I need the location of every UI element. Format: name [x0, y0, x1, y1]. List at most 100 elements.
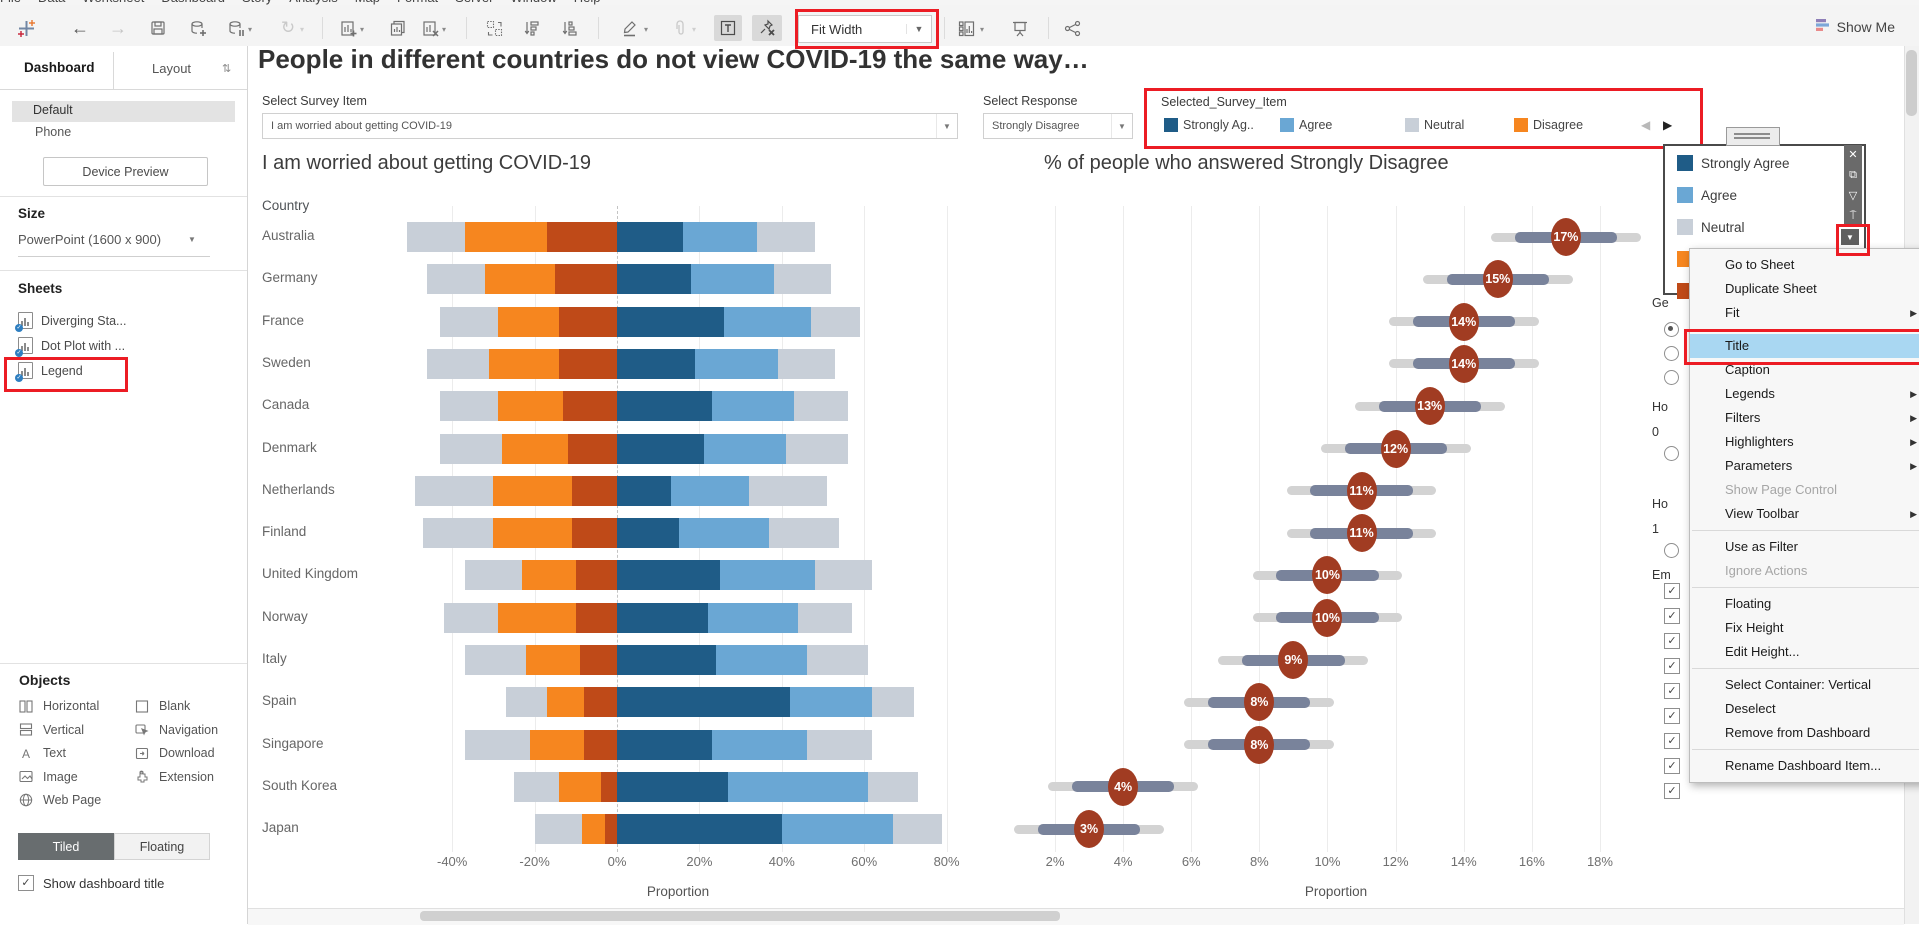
bar-segment-neutral_right[interactable]	[794, 391, 848, 422]
bar-segment-neutral_left[interactable]	[443, 602, 498, 633]
bar-segment-neutral_left[interactable]	[439, 433, 502, 464]
bar-segment-agree[interactable]	[724, 306, 811, 337]
dot-mark-netherlands[interactable]: 11%	[1346, 471, 1377, 510]
show-dashboard-title-row[interactable]: ✓ Show dashboard title	[18, 875, 164, 891]
bar-segment-neutral_right[interactable]	[814, 560, 873, 591]
device-phone-label[interactable]: Phone	[35, 125, 72, 139]
bar-segment-agree[interactable]	[790, 687, 873, 718]
bar-segment-neutral_left[interactable]	[464, 729, 531, 760]
menu-item-parameters[interactable]: Parameters ▶	[1690, 454, 1919, 478]
bar-segment-neutral_left[interactable]	[427, 348, 490, 379]
menu-window[interactable]: Window	[510, 0, 556, 5]
legend-item-4[interactable]: Disagree	[1514, 118, 1583, 132]
menu-item-fit[interactable]: Fit ▶	[1690, 301, 1919, 325]
bar-segment-neutral_right[interactable]	[806, 645, 869, 675]
bar-segment-strongly_agree[interactable]	[617, 518, 679, 549]
device-preview-button[interactable]: Device Preview	[43, 157, 208, 186]
object-web-page[interactable]: Web Page	[19, 793, 101, 807]
bar-segment-neutral_left[interactable]	[439, 306, 498, 337]
size-value[interactable]: PowerPoint (1600 x 900)	[18, 232, 162, 247]
new-worksheet-caret-icon[interactable]: ▾	[360, 25, 365, 34]
bar-segment-strongly_agree[interactable]	[617, 475, 671, 506]
pane-splitter[interactable]	[247, 46, 248, 924]
dot-mark-singapore[interactable]: 8%	[1244, 725, 1275, 764]
size-caret-icon[interactable]: ▼	[188, 235, 196, 244]
bar-segment-strongly_disagree[interactable]	[555, 264, 617, 295]
bar-segment-strongly_agree[interactable]	[617, 771, 729, 802]
menu-item-title[interactable]: Title	[1690, 334, 1919, 358]
menu-item-floating[interactable]: Floating	[1690, 592, 1919, 616]
floating-legend-item-2[interactable]: Agree	[1677, 187, 1737, 203]
right-pane-checkbox[interactable]: ✓	[1664, 758, 1680, 774]
menu-item-caption[interactable]: Caption	[1690, 358, 1919, 382]
bar-segment-strongly_agree[interactable]	[617, 560, 720, 591]
row-label-sweden[interactable]: Sweden	[262, 354, 311, 370]
clear-sheet-caret-icon[interactable]: ▾	[442, 25, 447, 34]
bar-segment-agree[interactable]	[695, 348, 778, 379]
bar-segment-strongly_agree[interactable]	[617, 687, 791, 718]
floating-legend-item-1[interactable]: Strongly Agree	[1677, 155, 1790, 171]
close-icon[interactable]: ✕	[1848, 149, 1858, 161]
menu-dashboard[interactable]: Dashboard	[161, 0, 225, 5]
selection-drag-handle[interactable]	[1726, 127, 1780, 146]
bar-segment-disagree[interactable]	[497, 602, 576, 633]
clear-pins-icon[interactable]	[752, 15, 782, 41]
bar-segment-strongly_disagree[interactable]	[575, 560, 617, 591]
new-worksheet-icon[interactable]	[338, 18, 358, 38]
share-icon[interactable]	[1062, 18, 1082, 38]
bar-segment-strongly_agree[interactable]	[617, 645, 716, 675]
object-extension[interactable]: Extension	[135, 770, 214, 784]
tiled-button[interactable]: Tiled	[18, 833, 114, 860]
bar-segment-strongly_agree[interactable]	[617, 222, 683, 252]
pin-icon[interactable]: ⍑	[1849, 209, 1857, 222]
menu-item-legends[interactable]: Legends ▶	[1690, 382, 1919, 406]
use-as-filter-icon[interactable]: ▽	[1848, 189, 1858, 202]
bar-segment-neutral_right[interactable]	[785, 433, 848, 464]
bar-segment-neutral_left[interactable]	[514, 771, 560, 802]
right-pane-checkbox[interactable]: ✓	[1664, 783, 1680, 799]
bar-segment-agree[interactable]	[707, 602, 799, 633]
pane-resize-icon[interactable]: ⇅	[222, 63, 232, 75]
dot-mark-france[interactable]: 14%	[1448, 302, 1479, 341]
clear-sheet-icon[interactable]	[420, 18, 440, 38]
menu-analysis[interactable]: Analysis	[289, 0, 337, 5]
bar-segment-neutral_left[interactable]	[427, 264, 486, 295]
bar-segment-strongly_disagree[interactable]	[579, 645, 617, 675]
tab-layout[interactable]: Layout	[152, 61, 192, 76]
bar-segment-disagree[interactable]	[530, 729, 585, 760]
highlight-icon[interactable]	[620, 18, 640, 38]
right-pane-checkbox[interactable]: ✓	[1664, 708, 1680, 724]
bar-segment-disagree[interactable]	[493, 518, 572, 549]
bar-segment-strongly_disagree[interactable]	[575, 602, 617, 633]
bar-segment-neutral_right[interactable]	[806, 729, 873, 760]
device-default-label[interactable]: Default	[33, 103, 73, 117]
highlight-caret-icon[interactable]: ▾	[644, 25, 649, 34]
sheet-item-3[interactable]: ✓ Legend	[15, 360, 83, 382]
bar-segment-neutral_right[interactable]	[757, 222, 815, 252]
horizontal-scrollbar-thumb[interactable]	[420, 911, 1060, 921]
bar-segment-agree[interactable]	[715, 645, 807, 675]
right-pane-checkbox[interactable]: ✓	[1664, 608, 1680, 624]
object-text[interactable]: A Text	[19, 746, 66, 760]
legend-prev-icon[interactable]: ◀	[1641, 118, 1651, 132]
bar-segment-neutral_right[interactable]	[893, 814, 943, 845]
bar-segment-strongly_disagree[interactable]	[559, 306, 617, 337]
menu-item-rename-dashboard-item[interactable]: Rename Dashboard Item...	[1690, 754, 1919, 778]
bar-segment-neutral_right[interactable]	[769, 518, 840, 549]
bar-segment-strongly_agree[interactable]	[617, 306, 725, 337]
bar-segment-strongly_agree[interactable]	[617, 264, 692, 295]
bar-segment-agree[interactable]	[678, 518, 770, 549]
bar-segment-neutral_right[interactable]	[872, 687, 914, 718]
bar-segment-disagree[interactable]	[497, 391, 564, 422]
row-label-united-kingdom[interactable]: United Kingdom	[262, 566, 359, 582]
bar-segment-agree[interactable]	[670, 475, 749, 506]
survey-item-caret-icon[interactable]: ▼	[936, 114, 957, 138]
bar-segment-disagree[interactable]	[489, 348, 560, 379]
dot-mark-south-korea[interactable]: 4%	[1108, 767, 1139, 806]
dot-mark-united-kingdom[interactable]: 10%	[1312, 556, 1343, 595]
menu-item-remove-from-dashboard[interactable]: Remove from Dashboard	[1690, 721, 1919, 745]
menu-item-highlighters[interactable]: Highlighters ▶	[1690, 430, 1919, 454]
pause-updates-caret-icon[interactable]: ▾	[248, 25, 253, 34]
right-pane-checkbox[interactable]: ✓	[1664, 658, 1680, 674]
bar-segment-disagree[interactable]	[581, 814, 605, 845]
